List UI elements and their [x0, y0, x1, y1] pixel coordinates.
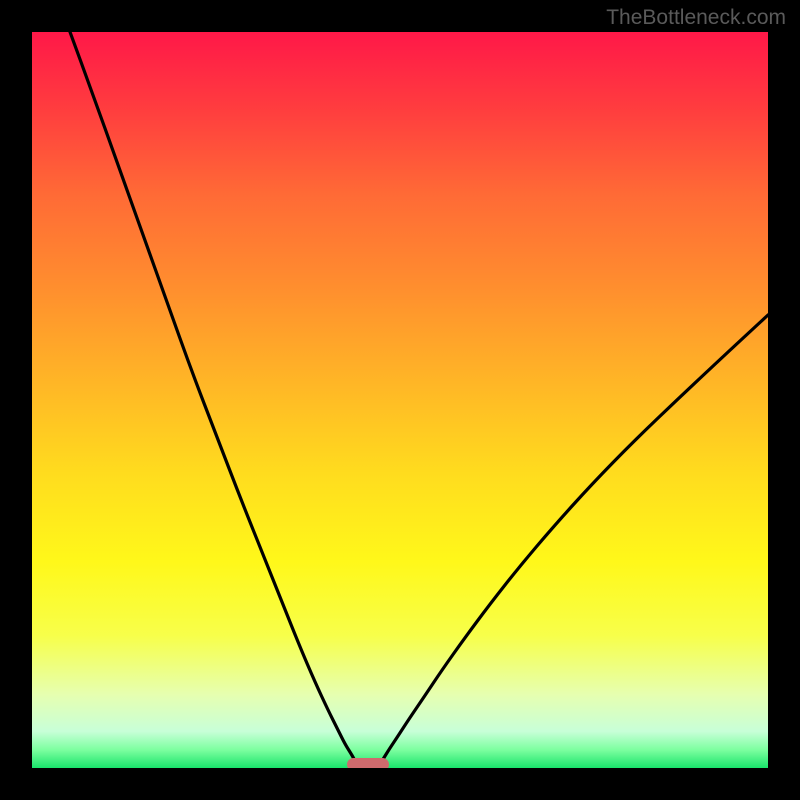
optimal-point-marker: [347, 758, 389, 768]
curve-right-branch: [382, 315, 768, 761]
bottleneck-curve: [32, 32, 768, 768]
plot-area: [32, 32, 768, 768]
watermark-text: TheBottleneck.com: [606, 6, 786, 30]
curve-left-branch: [70, 32, 355, 761]
